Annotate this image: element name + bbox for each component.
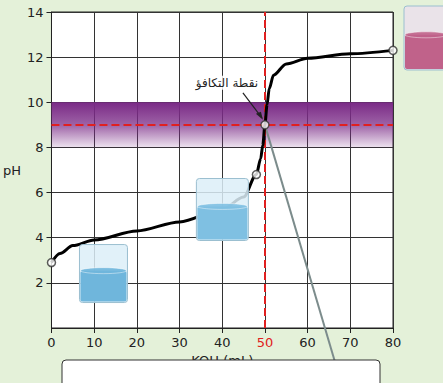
svg-text:8: 8: [35, 140, 43, 155]
svg-text:4: 4: [35, 230, 43, 245]
svg-text:14: 14: [27, 5, 44, 20]
svg-text:50: 50: [257, 335, 274, 350]
svg-text:20: 20: [129, 335, 146, 350]
svg-text:70: 70: [342, 335, 359, 350]
svg-text:80: 80: [385, 335, 402, 350]
svg-text:10: 10: [86, 335, 103, 350]
svg-text:6: 6: [35, 185, 43, 200]
svg-text:0: 0: [47, 335, 55, 350]
svg-text:10: 10: [27, 95, 44, 110]
svg-text:40: 40: [214, 335, 231, 350]
svg-text:pH: pH: [3, 163, 21, 178]
svg-text:12: 12: [27, 50, 44, 65]
svg-text:نقطة التكافؤ: نقطة التكافؤ: [195, 76, 258, 91]
svg-text:2: 2: [35, 275, 43, 290]
svg-text:60: 60: [299, 335, 316, 350]
svg-text:30: 30: [171, 335, 188, 350]
